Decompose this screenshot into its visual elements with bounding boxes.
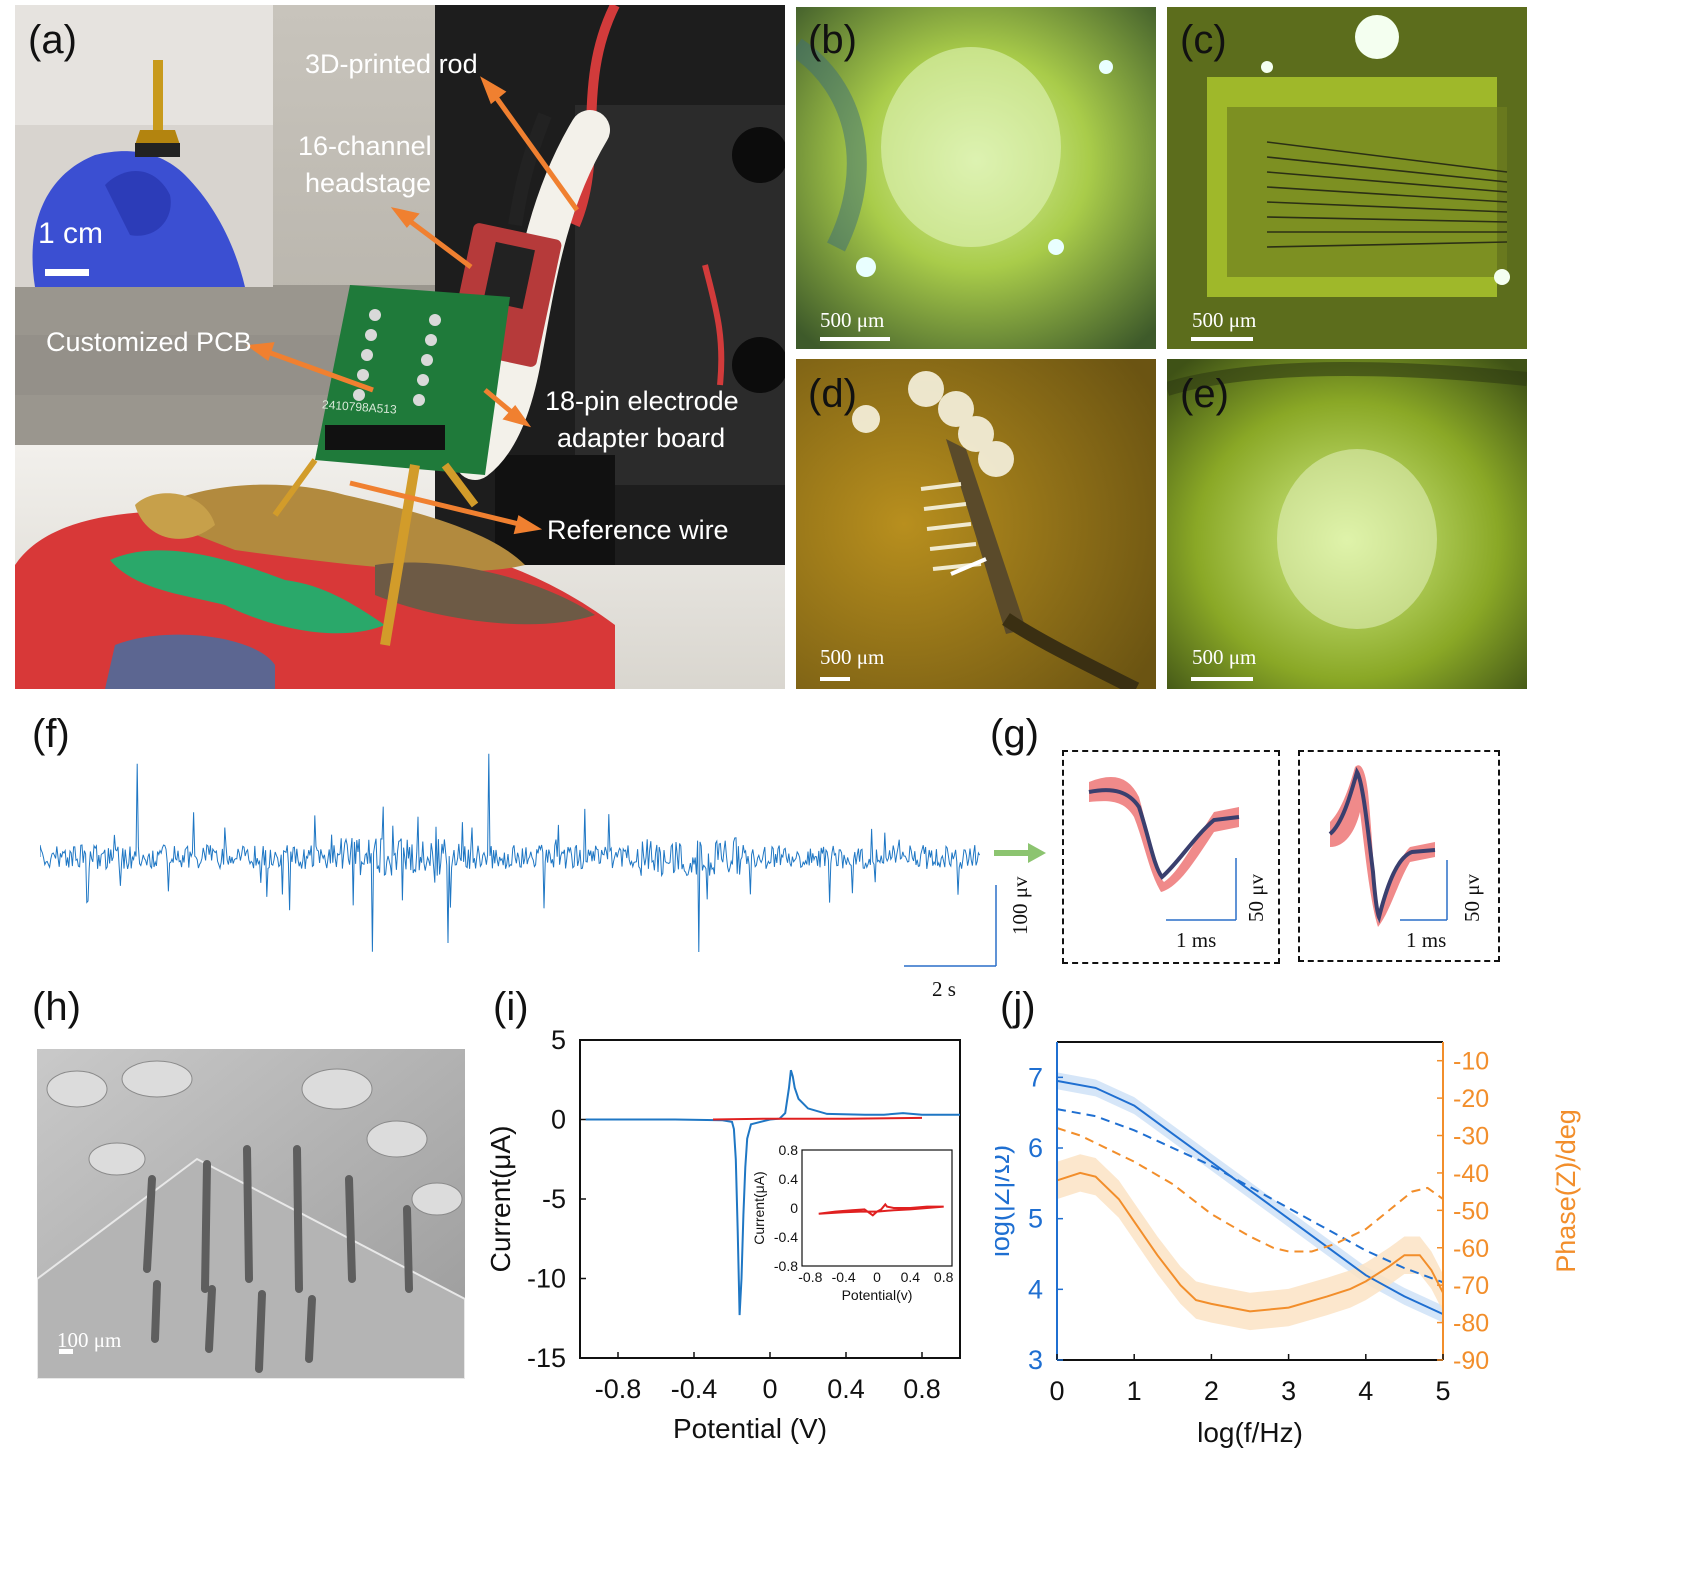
eis-series-line-3 bbox=[1056, 1171, 1444, 1313]
spike-box-1 bbox=[1062, 750, 1280, 964]
inset-scale-label: 1 cm bbox=[38, 217, 104, 250]
label-customized-pcb: Customized PCB bbox=[46, 327, 252, 357]
panel-label-b: (b) bbox=[808, 18, 857, 62]
panel-label-g: (g) bbox=[990, 712, 1039, 756]
eis-right-tick-label: -70 bbox=[1453, 1272, 1489, 1300]
cv-series-line-2 bbox=[712, 1116, 923, 1121]
eis-x-tick-label: 4 bbox=[1358, 1376, 1373, 1406]
eis-left-tick-label: 3 bbox=[1028, 1345, 1043, 1375]
trace-waveform bbox=[40, 753, 981, 953]
eis-x-tick-label: 5 bbox=[1435, 1376, 1450, 1406]
scale-label-e: 500 μm bbox=[1192, 645, 1257, 669]
label-headstage-line1: 16-channel bbox=[298, 131, 432, 161]
cv-inset-series-line-1 bbox=[818, 1202, 944, 1217]
panel-label-d: (d) bbox=[808, 372, 857, 416]
photo-h-sem-microneedles bbox=[37, 1049, 465, 1379]
trace-scale-bar bbox=[904, 885, 997, 967]
cv-x-tick-label: -0.4 bbox=[671, 1374, 718, 1404]
eis-right-tick-label: -60 bbox=[1453, 1235, 1489, 1263]
label-reference-wire: Reference wire bbox=[547, 515, 729, 545]
spike2-scale-x-label: 1 ms bbox=[1406, 928, 1447, 952]
cv-y-tick-label: 5 bbox=[551, 1030, 566, 1055]
label-headstage-line2: headstage bbox=[305, 168, 432, 198]
eis-right-tick-label: -40 bbox=[1453, 1160, 1489, 1188]
panel-label-i: (i) bbox=[493, 985, 529, 1029]
eis-right-axis-label: Phase(Z)/deg bbox=[1551, 1109, 1581, 1273]
cv-inset-y-tick-label: -0.8 bbox=[774, 1258, 798, 1274]
panel-label-j: (j) bbox=[1000, 985, 1036, 1029]
scale-label-b: 500 μm bbox=[820, 308, 885, 332]
eis-left-tick-label: 5 bbox=[1028, 1204, 1043, 1234]
inset-scale-bar bbox=[45, 269, 89, 276]
cv-y-tick-label: -10 bbox=[527, 1264, 566, 1294]
panel-label-c: (c) bbox=[1180, 18, 1227, 62]
trace-scale-y-label: 100 μv bbox=[1008, 876, 1032, 935]
eis-x-axis-label: log(f/Hz) bbox=[1197, 1417, 1303, 1448]
photo-inset-electrode bbox=[15, 5, 273, 287]
scale-label-h: 100 μm bbox=[57, 1328, 122, 1352]
cv-y-tick-label: -5 bbox=[542, 1184, 566, 1214]
eis-series-line-4 bbox=[1056, 1127, 1444, 1253]
cv-inset-x-axis-label: Potential(v) bbox=[842, 1287, 913, 1303]
spike-box-2 bbox=[1298, 750, 1500, 962]
label-3d-printed-rod: 3D-printed rod bbox=[305, 49, 478, 79]
spike2-scale-y-label: 50 μv bbox=[1460, 873, 1484, 922]
panel-label-a: (a) bbox=[28, 18, 77, 62]
eis-series-line-1 bbox=[1056, 1079, 1444, 1316]
photo-c-array-placement bbox=[1167, 7, 1527, 349]
cv-x-tick-label: 0.4 bbox=[827, 1374, 865, 1404]
photo-e-implanted bbox=[1167, 359, 1527, 689]
eis-chart: 0 1 2 3 4 5 3 4 5 6 7 -10 -20 -30 -40 -50 -60 -70 -80 -90 lo… bbox=[995, 1041, 1581, 1448]
panel-label-h: (h) bbox=[32, 985, 81, 1029]
cv-y-axis-label: Current(μA) bbox=[485, 1126, 516, 1273]
photo-d-microneedles bbox=[796, 359, 1156, 689]
cv-inset-y-tick-label: 0 bbox=[790, 1200, 798, 1216]
label-adapter-line1: 18-pin electrode bbox=[545, 386, 739, 416]
eis-right-tick-label: -50 bbox=[1453, 1197, 1489, 1225]
cv-inset-y-tick-label: 0.8 bbox=[779, 1142, 799, 1158]
cv-inset-x-tick-label: -0.4 bbox=[832, 1269, 856, 1285]
cv-inset-x-tick-label: 0.8 bbox=[934, 1269, 954, 1285]
cv-x-tick-label: 0 bbox=[762, 1374, 777, 1404]
eis-series-band-3 bbox=[1057, 1154, 1443, 1331]
spike1-scale-y-label: 50 μv bbox=[1244, 873, 1268, 922]
cv-x-axis-label: Potential (V) bbox=[673, 1413, 827, 1444]
cv-x-tick-label: 0.8 bbox=[903, 1374, 941, 1404]
eis-right-tick-label: -90 bbox=[1453, 1347, 1489, 1375]
label-adapter-line2: adapter board bbox=[557, 423, 726, 453]
eis-left-tick-label: 6 bbox=[1028, 1133, 1043, 1163]
eis-right-tick-label: -80 bbox=[1453, 1310, 1489, 1338]
photo-b-brain-surface bbox=[796, 7, 1156, 349]
neural-trace bbox=[40, 753, 981, 953]
cv-inset-x-tick-label: 0 bbox=[873, 1269, 881, 1285]
eis-x-tick-label: 2 bbox=[1204, 1376, 1219, 1406]
eis-series-line-2 bbox=[1056, 1108, 1444, 1284]
eis-right-tick-label: -30 bbox=[1453, 1123, 1489, 1151]
photo-locust-setup bbox=[15, 5, 785, 689]
eis-right-tick-label: -20 bbox=[1453, 1085, 1489, 1113]
spike1-scale-x-label: 1 ms bbox=[1176, 928, 1217, 952]
cv-inset-x-tick-label: -0.8 bbox=[798, 1269, 822, 1285]
panel-label-f: (f) bbox=[32, 712, 70, 756]
cv-chart: -0.8 -0.4 0 0.4 0.8 5 0 -5 -10 -15 Potential (V) Cu… bbox=[485, 1030, 961, 1444]
cv-inset-y-tick-label: 0.4 bbox=[779, 1171, 799, 1187]
eis-left-tick-label: 7 bbox=[1028, 1062, 1043, 1092]
trace-scale-x-label: 2 s bbox=[932, 977, 956, 1001]
eis-x-tick-label: 3 bbox=[1281, 1376, 1296, 1406]
scale-label-c: 500 μm bbox=[1192, 308, 1257, 332]
eis-x-tick-label: 0 bbox=[1049, 1376, 1064, 1406]
eis-left-tick-label: 4 bbox=[1028, 1274, 1043, 1304]
arrow-to-g bbox=[994, 843, 1046, 863]
cv-x-tick-label: -0.8 bbox=[595, 1374, 642, 1404]
eis-x-tick-label: 1 bbox=[1127, 1376, 1142, 1406]
cv-y-tick-label: -15 bbox=[527, 1343, 566, 1373]
panel-label-e: (e) bbox=[1180, 372, 1229, 416]
cv-y-tick-label: 0 bbox=[551, 1105, 566, 1135]
cv-inset-y-axis-label: Current(μA) bbox=[751, 1171, 767, 1244]
scale-label-d: 500 μm bbox=[820, 645, 885, 669]
eis-right-tick-label: -10 bbox=[1453, 1048, 1489, 1076]
cv-inset-x-tick-label: 0.4 bbox=[901, 1269, 921, 1285]
cv-inset-y-tick-label: -0.4 bbox=[774, 1229, 798, 1245]
eis-left-axis-label: log(|Z|/Ω) bbox=[995, 1145, 1015, 1257]
